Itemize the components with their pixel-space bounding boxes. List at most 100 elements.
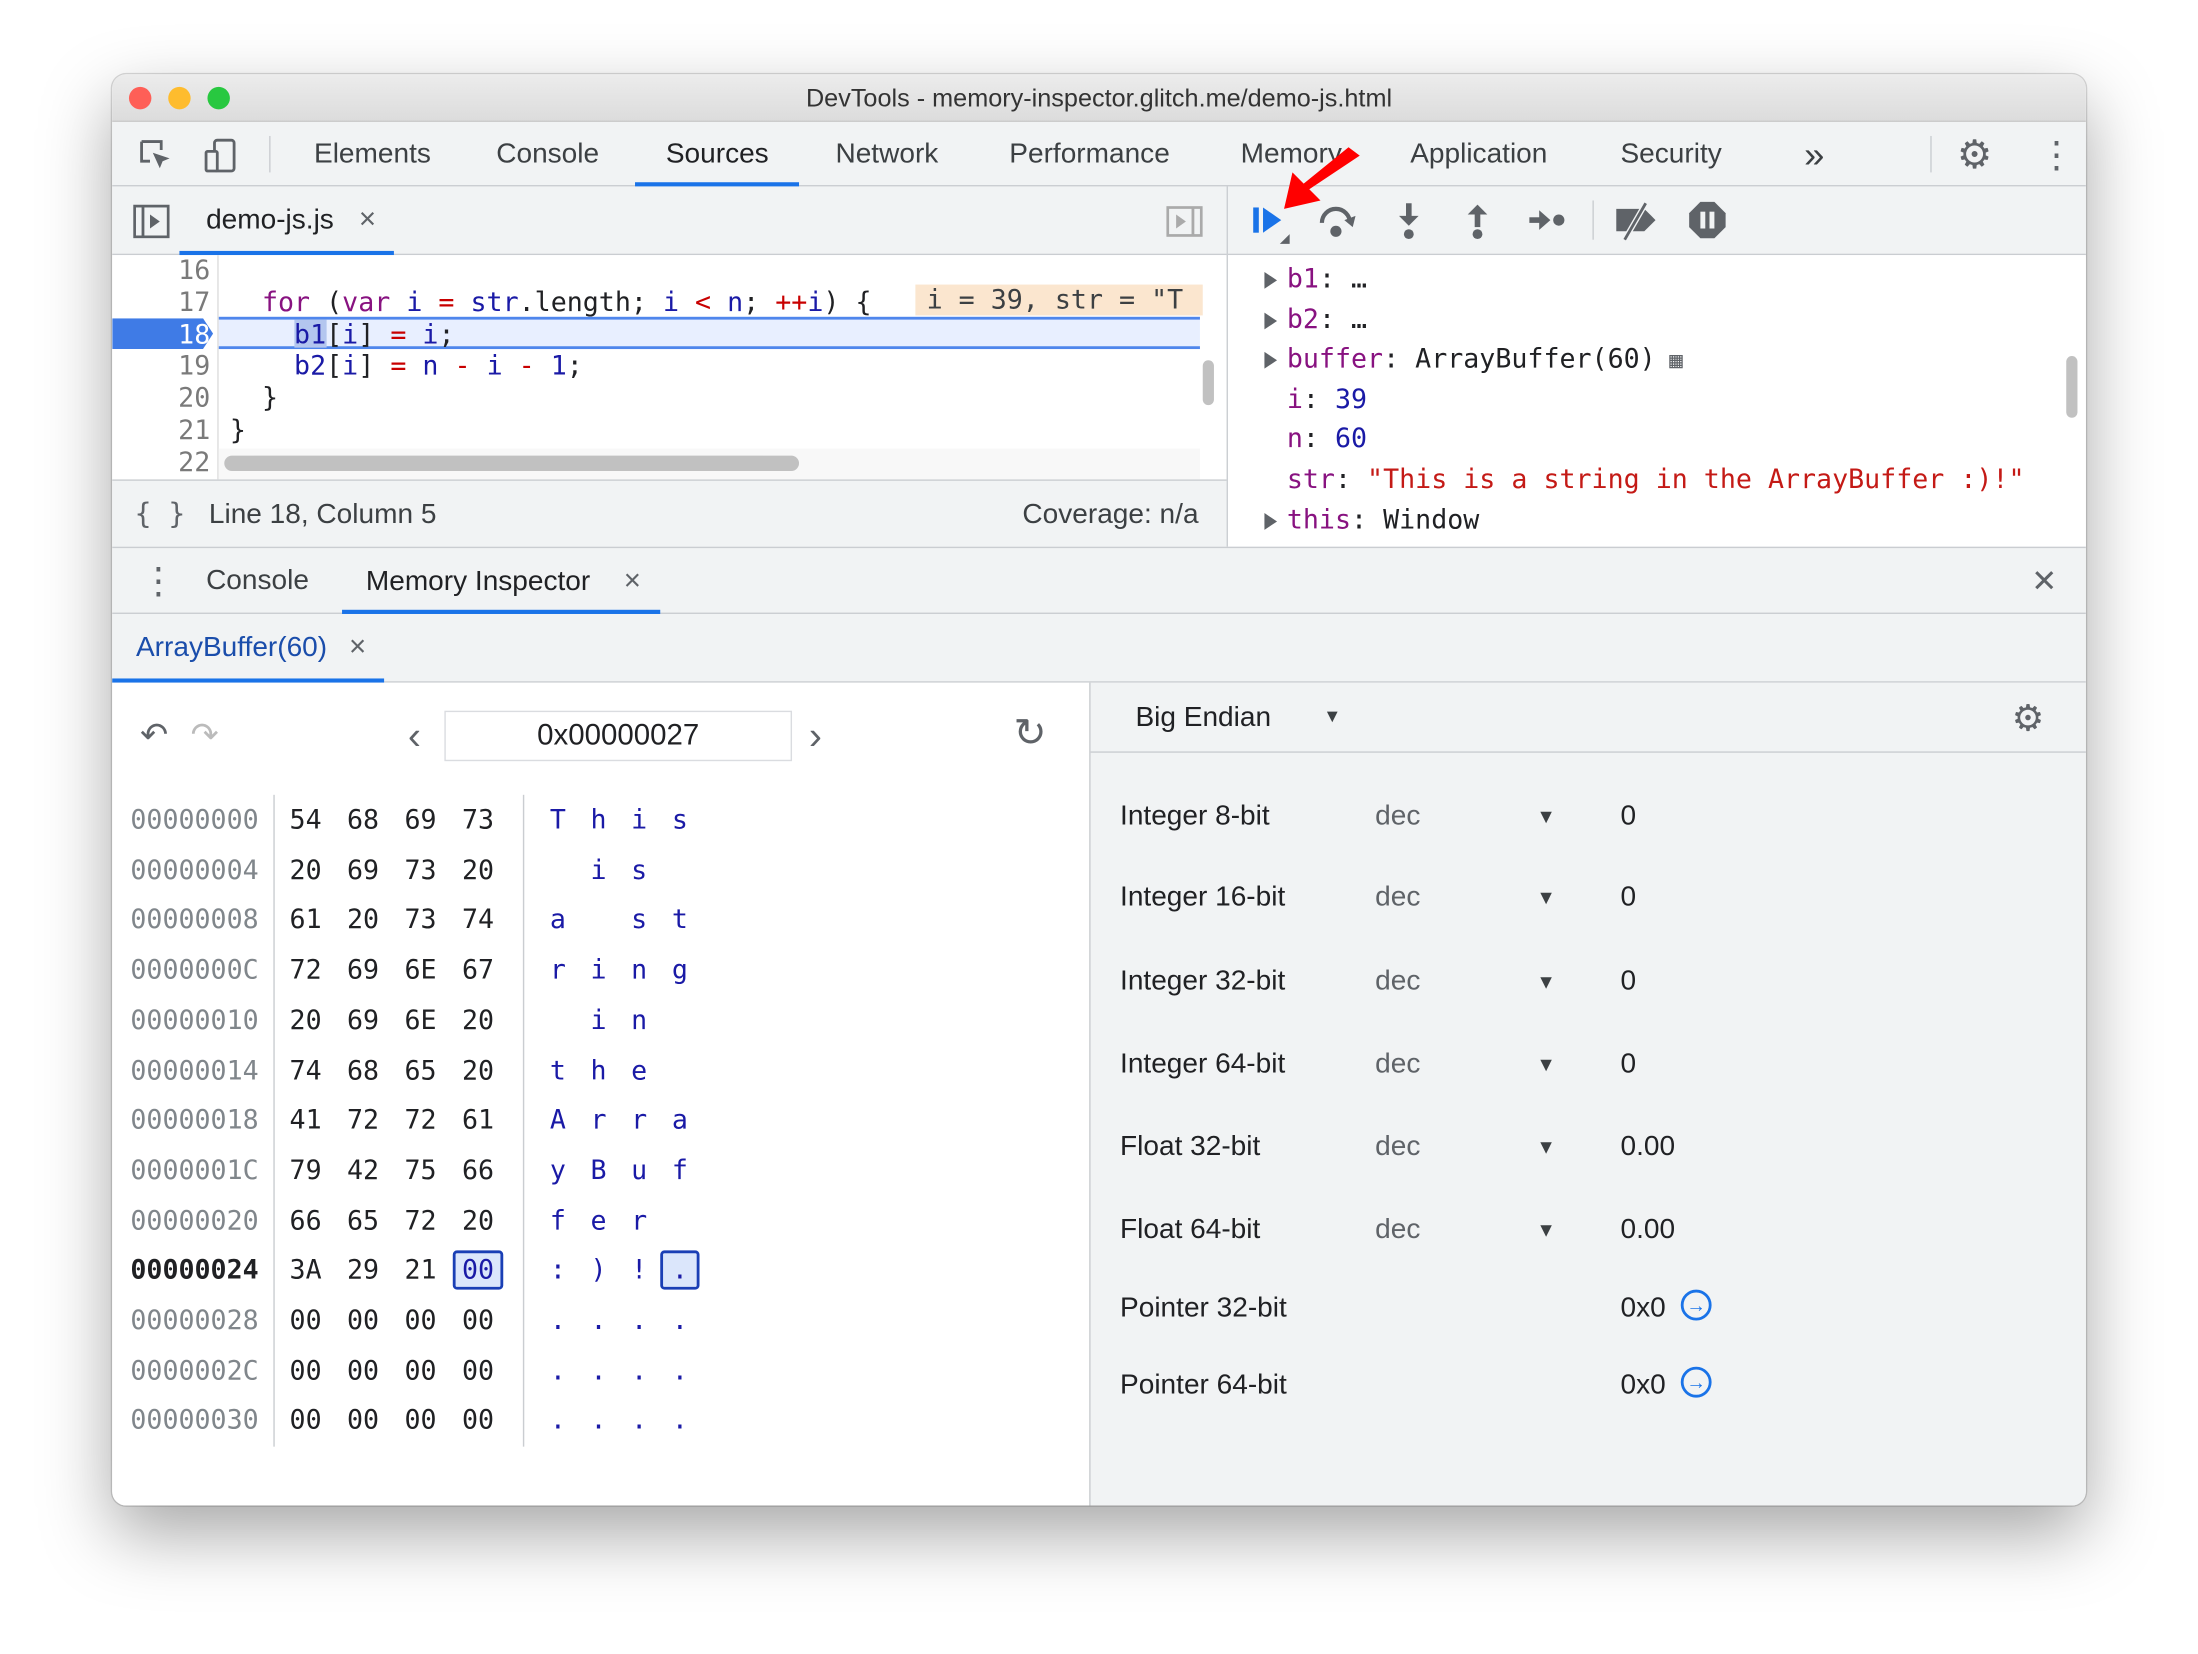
memory-icon[interactable]: ▦ bbox=[1655, 346, 1683, 374]
vertical-scrollbar-thumb[interactable] bbox=[1202, 360, 1214, 406]
format-dropdown[interactable]: dec bbox=[1375, 965, 1421, 997]
byte-cell[interactable]: 68 bbox=[347, 1054, 380, 1086]
deactivate-breakpoints-icon[interactable] bbox=[1612, 200, 1662, 242]
byte-cell[interactable]: 73 bbox=[404, 854, 437, 886]
byte-cell[interactable]: 20 bbox=[347, 904, 380, 936]
toggle-debugger-icon[interactable] bbox=[1166, 206, 1203, 237]
tab-application[interactable]: Application bbox=[1410, 138, 1548, 170]
line-number[interactable]: 19 bbox=[178, 350, 211, 382]
format-dropdown[interactable]: dec bbox=[1375, 800, 1421, 832]
scrollbar-thumb[interactable] bbox=[224, 455, 800, 472]
line-number[interactable]: 21 bbox=[178, 414, 211, 446]
byte-cell[interactable]: 3A bbox=[289, 1255, 322, 1286]
byte-cell[interactable]: 61 bbox=[461, 1104, 495, 1136]
code-editor[interactable]: 16 17 for (var i = str.length; i < n; ++i… bbox=[112, 255, 1227, 480]
byte-cell[interactable]: 20 bbox=[461, 1054, 495, 1086]
scope-variable[interactable]: n: 60 bbox=[1286, 423, 1368, 455]
byte-cell[interactable]: 00 bbox=[404, 1305, 437, 1336]
ascii-cell[interactable]: . bbox=[590, 1405, 607, 1436]
ascii-cell[interactable]: s bbox=[631, 904, 648, 936]
chevron-down-icon[interactable]: ▼ bbox=[1536, 1135, 1556, 1158]
previous-page-button[interactable]: ‹ bbox=[407, 713, 421, 757]
step-into-icon[interactable] bbox=[1393, 200, 1424, 242]
ascii-cell[interactable]: y bbox=[549, 1154, 566, 1186]
file-tab-demo-js[interactable]: demo-js.js × bbox=[179, 186, 394, 256]
byte-cell[interactable]: 65 bbox=[347, 1204, 380, 1236]
ascii-cell[interactable]: t bbox=[671, 904, 688, 936]
byte-cell[interactable]: 65 bbox=[404, 1054, 437, 1086]
close-tab-icon[interactable]: × bbox=[623, 564, 641, 598]
ascii-cell[interactable]: A bbox=[549, 1104, 566, 1136]
byte-cell[interactable]: 20 bbox=[289, 854, 322, 886]
ascii-cell[interactable]: . bbox=[631, 1305, 648, 1336]
tab-console[interactable]: Console bbox=[496, 138, 600, 170]
horizontal-scrollbar[interactable] bbox=[218, 448, 1200, 480]
byte-cell[interactable]: 00 bbox=[347, 1405, 380, 1436]
byte-cell[interactable]: 61 bbox=[289, 904, 322, 936]
byte-cell[interactable]: 66 bbox=[289, 1204, 322, 1236]
scope-variable[interactable]: b1: … bbox=[1286, 263, 1368, 295]
ascii-cell[interactable]: . bbox=[549, 1405, 566, 1436]
byte-cell[interactable]: 6E bbox=[404, 1004, 437, 1036]
ascii-cell[interactable]: ) bbox=[590, 1255, 607, 1286]
byte-cell[interactable]: 74 bbox=[289, 1054, 322, 1086]
pretty-print-icon[interactable]: { } bbox=[134, 496, 186, 530]
byte-cell[interactable]: 20 bbox=[461, 1204, 495, 1236]
byte-cell[interactable]: 72 bbox=[289, 954, 322, 986]
expand-triangle-icon[interactable] bbox=[1264, 271, 1278, 289]
scope-variable[interactable]: str: "This is a string in the ArrayBuffe… bbox=[1286, 463, 2025, 495]
ascii-cell[interactable]: . bbox=[590, 1355, 607, 1386]
byte-cell[interactable]: 00 bbox=[347, 1355, 380, 1386]
value-settings-gear-icon[interactable]: ⚙ bbox=[2011, 696, 2045, 739]
byte-cell[interactable]: 66 bbox=[461, 1154, 495, 1186]
ascii-cell[interactable]: . bbox=[631, 1355, 648, 1386]
ascii-cell[interactable]: B bbox=[590, 1154, 607, 1186]
close-window-button[interactable] bbox=[128, 86, 152, 110]
ascii-cell[interactable]: . bbox=[590, 1305, 607, 1336]
byte-cell[interactable]: 73 bbox=[404, 904, 437, 936]
ascii-cell[interactable]: a bbox=[549, 904, 566, 936]
ascii-cell[interactable]: s bbox=[671, 804, 688, 836]
byte-cell[interactable]: 29 bbox=[347, 1255, 380, 1286]
byte-cell[interactable]: 00 bbox=[289, 1305, 322, 1336]
scope-variable[interactable]: b2: … bbox=[1286, 303, 1368, 335]
format-dropdown[interactable]: dec bbox=[1375, 1048, 1421, 1080]
chevron-down-icon[interactable]: ▼ bbox=[1536, 885, 1556, 909]
step-over-icon[interactable] bbox=[1315, 200, 1363, 242]
byte-cell[interactable]: 00 bbox=[404, 1355, 437, 1386]
byte-cell[interactable]: 6E bbox=[404, 954, 437, 986]
ascii-cell[interactable]: n bbox=[631, 954, 648, 986]
format-dropdown[interactable]: dec bbox=[1375, 1213, 1421, 1245]
tab-elements[interactable]: Elements bbox=[314, 138, 431, 170]
drawer-tab-memory-inspector[interactable]: Memory Inspector × bbox=[342, 548, 661, 614]
ascii-cell[interactable]: . bbox=[549, 1305, 566, 1336]
close-buffer-tab-icon[interactable]: × bbox=[349, 630, 367, 664]
byte-cell[interactable]: 00 bbox=[347, 1305, 380, 1336]
byte-cell[interactable]: 20 bbox=[461, 854, 495, 886]
ascii-cell[interactable]: . bbox=[671, 1355, 688, 1386]
byte-cell[interactable]: 20 bbox=[289, 1004, 322, 1036]
byte-cell[interactable]: 69 bbox=[347, 1004, 380, 1036]
byte-cell[interactable]: 79 bbox=[289, 1154, 322, 1186]
ascii-cell[interactable]: n bbox=[631, 1004, 648, 1036]
chevron-down-icon[interactable]: ▼ bbox=[1323, 705, 1342, 727]
byte-cell[interactable]: 54 bbox=[289, 804, 322, 836]
tab-performance[interactable]: Performance bbox=[1009, 138, 1170, 170]
ascii-cell[interactable]: t bbox=[549, 1054, 566, 1086]
ascii-cell[interactable]: a bbox=[671, 1104, 688, 1136]
tab-network[interactable]: Network bbox=[835, 138, 939, 170]
refresh-icon[interactable]: ↻ bbox=[1013, 710, 1047, 755]
more-tabs-button[interactable]: » bbox=[1804, 133, 1825, 176]
ascii-cell[interactable]: r bbox=[631, 1104, 648, 1136]
ascii-cell[interactable]: . bbox=[671, 1405, 688, 1436]
ascii-cell[interactable]: h bbox=[590, 804, 607, 836]
close-file-tab-icon[interactable]: × bbox=[358, 203, 377, 236]
expand-triangle-icon[interactable] bbox=[1264, 312, 1278, 329]
byte-cell[interactable]: 68 bbox=[347, 804, 380, 836]
tab-memory[interactable]: Memory bbox=[1240, 138, 1342, 170]
ascii-cell[interactable]: r bbox=[549, 954, 566, 986]
byte-cell[interactable]: 72 bbox=[404, 1104, 437, 1136]
scope-variable[interactable]: i: 39 bbox=[1286, 383, 1368, 415]
more-options-icon[interactable]: ⋮ bbox=[2038, 133, 2075, 176]
format-dropdown[interactable]: dec bbox=[1375, 1131, 1421, 1163]
